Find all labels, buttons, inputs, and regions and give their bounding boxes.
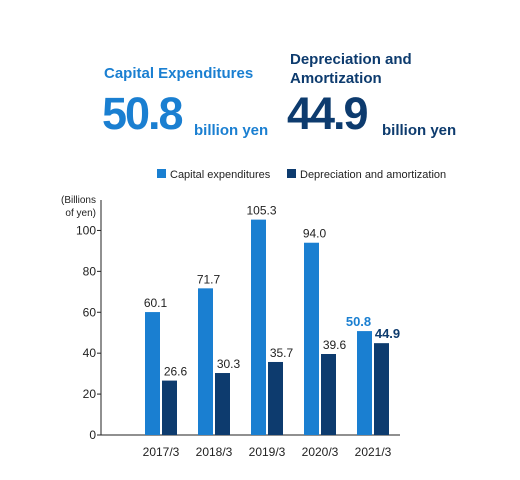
legend-swatch-capex — [157, 169, 166, 178]
y-tick-label: 80 — [83, 264, 97, 278]
x-tick-label: 2018/3 — [196, 445, 233, 459]
capex-kpi-label: Capital Expenditures — [104, 65, 254, 82]
depreciation-kpi-label: Depreciation and Amortization — [290, 51, 412, 87]
data-label-depreciation: 44.9 — [375, 326, 400, 341]
bar-capex — [145, 312, 160, 435]
data-label-depreciation: 35.7 — [270, 346, 294, 360]
legend-label-capex: Capital expenditures — [170, 169, 271, 181]
y-tick-label: 60 — [83, 305, 97, 319]
capex-kpi-value: 50.8 — [102, 88, 184, 139]
y-axis-title-line1: (Billions — [61, 195, 96, 206]
bar-capex — [304, 242, 319, 435]
data-label-depreciation: 30.3 — [217, 357, 241, 371]
capex-kpi-unit: billion yen — [194, 122, 269, 139]
data-label-depreciation: 26.6 — [164, 365, 188, 379]
bar-depreciation — [162, 380, 177, 435]
depreciation-kpi-value: 44.9 — [287, 88, 369, 139]
x-tick-label: 2021/3 — [355, 445, 392, 459]
bar-depreciation — [321, 354, 336, 435]
x-tick-label: 2017/3 — [143, 445, 180, 459]
legend-label-depreciation: Depreciation and amortization — [300, 169, 446, 181]
data-label-capex: 105.3 — [246, 204, 276, 218]
x-tick-label: 2020/3 — [302, 445, 339, 459]
bar-depreciation — [374, 343, 389, 435]
bar-capex — [357, 331, 372, 435]
legend-swatch-depreciation — [287, 169, 296, 178]
y-tick-label: 100 — [76, 223, 96, 237]
depreciation-kpi-unit: billion yen — [382, 122, 457, 139]
bar-depreciation — [268, 361, 283, 435]
data-label-capex: 94.0 — [303, 227, 327, 241]
y-tick-label: 40 — [83, 346, 97, 360]
data-label-capex: 50.8 — [346, 314, 371, 329]
data-label-capex: 60.1 — [144, 296, 168, 310]
bar-capex — [251, 219, 266, 435]
bar-capex — [198, 288, 213, 435]
x-tick-label: 2019/3 — [249, 445, 286, 459]
y-axis-title-line2: of yen) — [65, 208, 96, 219]
bar-depreciation — [215, 373, 230, 435]
data-label-capex: 71.7 — [197, 272, 221, 286]
y-tick-label: 20 — [83, 387, 97, 401]
y-tick-label: 0 — [89, 428, 96, 442]
data-label-depreciation: 39.6 — [323, 338, 347, 352]
